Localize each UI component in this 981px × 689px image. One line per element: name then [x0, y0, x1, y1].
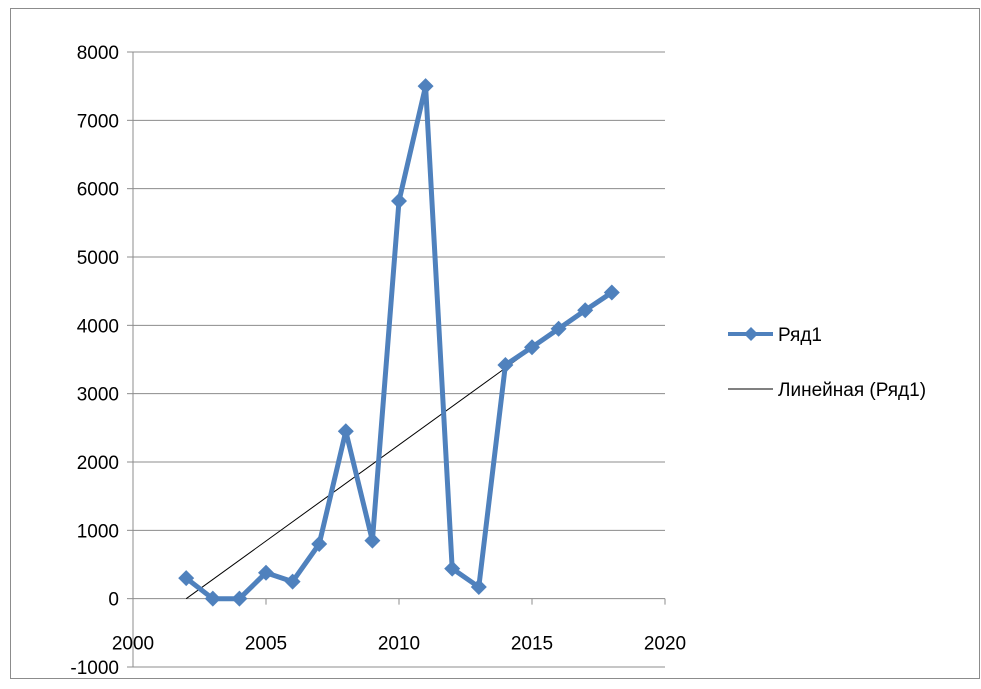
- series-layer: [178, 78, 620, 607]
- data-point-marker: [550, 320, 567, 337]
- y-tick-label: -1000: [70, 658, 119, 679]
- y-tick-label: 4000: [77, 316, 119, 337]
- y-tick-label: 3000: [77, 385, 119, 406]
- y-tick-label: 8000: [77, 43, 119, 64]
- y-tick-label: 2000: [77, 453, 119, 474]
- data-point-marker: [337, 423, 354, 440]
- data-point-marker: [311, 536, 328, 552]
- x-tick-label: 2000: [112, 634, 154, 655]
- legend-series-marker: [744, 327, 758, 341]
- y-tick-label: 5000: [77, 248, 119, 269]
- data-point-marker: [364, 532, 381, 549]
- y-tick-label: 0: [108, 590, 119, 611]
- x-tick-label: 2020: [644, 634, 686, 655]
- y-tick-label: 1000: [77, 521, 119, 542]
- data-point-marker: [470, 579, 487, 596]
- y-tick-label: 7000: [77, 111, 119, 132]
- x-tick-label: 2015: [511, 634, 553, 655]
- x-tick-label: 2005: [245, 634, 287, 655]
- data-point-marker: [231, 590, 248, 607]
- legend: Ряд1 Линейная (Ряд1): [728, 325, 926, 401]
- data-point-marker: [284, 573, 301, 590]
- x-axis-ticks: 2000 2005 2010 2015 2020: [112, 598, 686, 655]
- gridlines: [133, 51, 665, 668]
- data-point-marker: [577, 302, 594, 319]
- data-point-marker: [417, 78, 434, 95]
- data-point-marker: [391, 192, 407, 209]
- data-point-marker: [524, 339, 540, 356]
- data-point-marker: [178, 570, 195, 587]
- data-point-marker: [497, 356, 514, 373]
- line-chart: -1000 0 1000 2000 3000 4000 5000 6000 7000 8000 2…: [70, 43, 926, 679]
- data-point-marker: [258, 564, 274, 581]
- legend-series-label: Ряд1: [778, 325, 822, 346]
- axes: [132, 52, 665, 667]
- chart-frame: -1000 0 1000 2000 3000 4000 5000 6000 7000 8000 2…: [10, 8, 980, 679]
- legend-trendline-label: Линейная (Ряд1): [778, 380, 926, 401]
- data-point-marker: [204, 590, 221, 607]
- data-point-marker: [444, 560, 461, 577]
- data-point-marker: [603, 284, 620, 301]
- y-tick-label: 6000: [77, 180, 119, 201]
- series-line: [184, 83, 614, 602]
- y-axis-ticks: -1000 0 1000 2000 3000 4000 5000 6000 7000 8000: [70, 43, 133, 679]
- x-tick-label: 2010: [378, 634, 420, 655]
